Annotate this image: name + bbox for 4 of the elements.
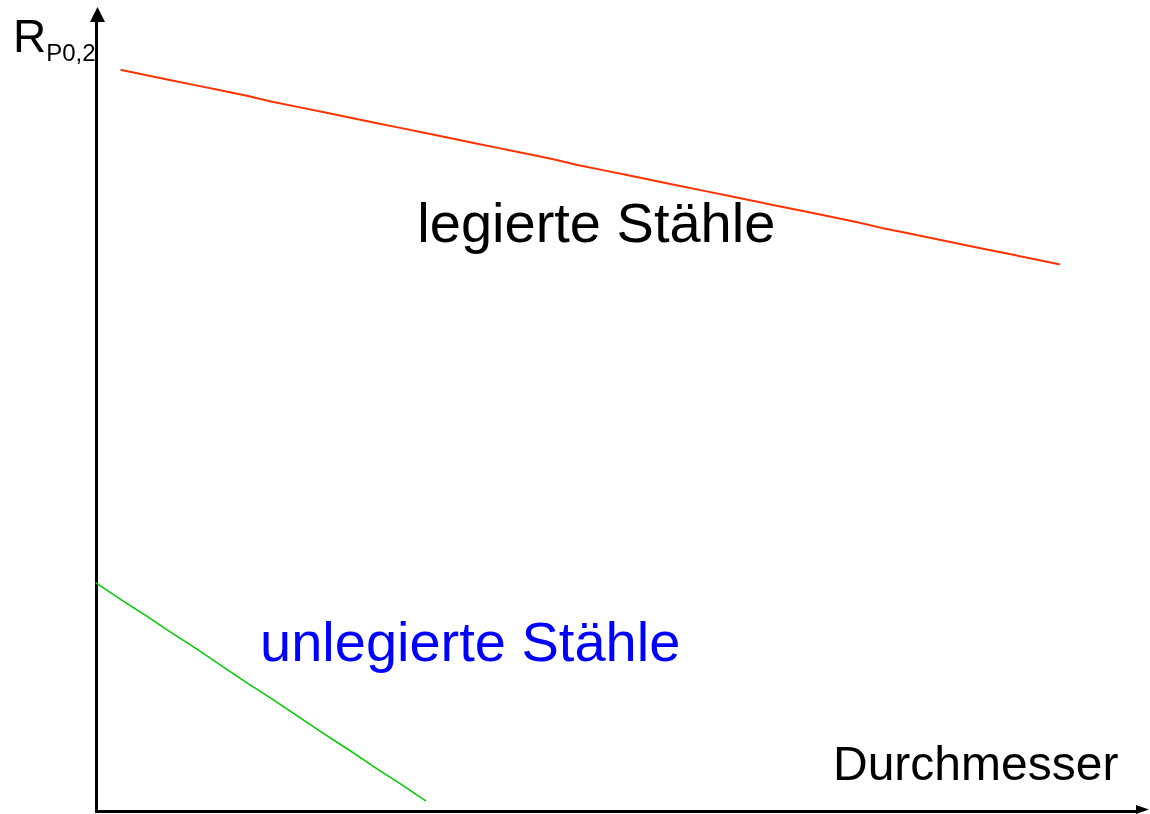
- x-axis-title: Durchmesser: [833, 737, 1119, 790]
- y-axis-title: R$_{P0,2}$: [13, 10, 96, 66]
- series-label: unlegierte Stähle: [260, 609, 681, 673]
- series-label: legierte Stähle: [417, 191, 776, 255]
